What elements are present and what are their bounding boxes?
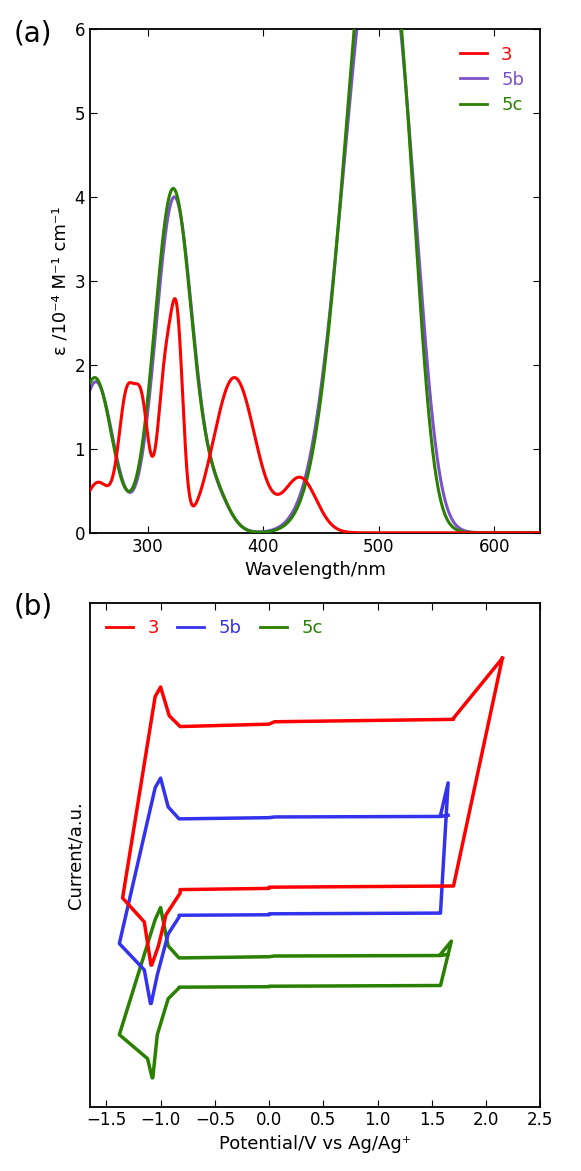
Text: (a): (a) — [13, 19, 52, 47]
Text: (b): (b) — [13, 593, 53, 621]
X-axis label: Potential/V vs Ag/Ag⁺: Potential/V vs Ag/Ag⁺ — [219, 1135, 411, 1153]
Legend: 3, 5b, 5c: 3, 5b, 5c — [99, 612, 330, 644]
X-axis label: Wavelength/nm: Wavelength/nm — [244, 561, 386, 580]
Y-axis label: Current/a.u.: Current/a.u. — [66, 801, 84, 909]
Y-axis label: ε /10⁻⁴ M⁻¹ cm⁻¹: ε /10⁻⁴ M⁻¹ cm⁻¹ — [51, 207, 69, 355]
Legend: 3, 5b, 5c: 3, 5b, 5c — [453, 39, 531, 121]
